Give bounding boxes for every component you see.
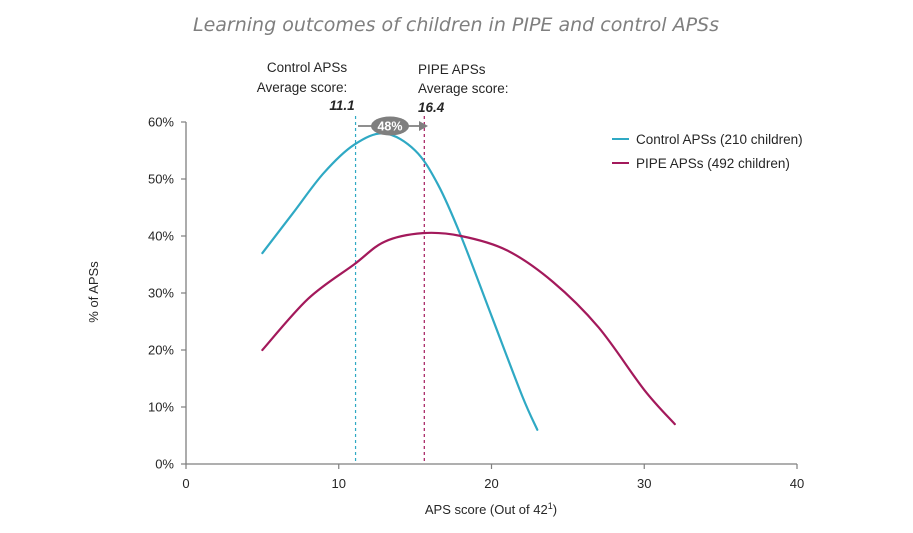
x-tick-label: 40	[790, 476, 804, 491]
y-tick-label: 50%	[148, 172, 174, 187]
y-tick-label: 0%	[155, 457, 174, 472]
control-average-value: 11.1	[329, 98, 354, 113]
chart-title: Learning outcomes of children in PIPE an…	[193, 14, 719, 36]
difference-arrowhead-icon	[419, 121, 428, 131]
y-tick-label: 30%	[148, 286, 174, 301]
legend: Control APSs (210 children) PIPE APSs (4…	[612, 132, 803, 171]
x-tick-label: 10	[332, 476, 346, 491]
control-annotation-line2: Average score:	[257, 80, 348, 95]
series-layer	[261, 132, 676, 431]
control-annotation: Control APSs Average score: 11.1	[257, 60, 355, 113]
y-tick-label: 40%	[148, 229, 174, 244]
y-tick-label: 10%	[148, 400, 174, 415]
ticks	[181, 121, 798, 469]
pipe-annotation: PIPE APSs Average score: 16.4	[418, 62, 509, 115]
legend-label-pipe: PIPE APSs (492 children)	[636, 156, 790, 171]
x-axis-title-superscript: 1	[548, 501, 553, 511]
difference-badge-label: 48%	[377, 120, 402, 134]
pipe-annotation-line1: PIPE APSs	[418, 62, 486, 77]
axes	[185, 122, 797, 465]
difference-badge: 48%	[358, 116, 428, 136]
legend-label-control: Control APSs (210 children)	[636, 132, 803, 147]
y-axis-title: % of APSs	[86, 261, 101, 323]
control-annotation-line1: Control APSs	[267, 60, 348, 75]
y-tick-label: 60%	[148, 115, 174, 130]
tick-labels: 0% 10% 20% 30% 40% 50% 60% 0 10 20 30 40	[148, 115, 804, 492]
x-tick-label: 20	[484, 476, 498, 491]
pipe-series-line	[261, 231, 676, 426]
pipe-average-value: 16.4	[418, 100, 445, 115]
x-tick-label: 0	[182, 476, 189, 491]
x-axis-title: APS score (Out of 421)	[425, 501, 557, 517]
x-tick-label: 30	[637, 476, 651, 491]
pipe-annotation-line2: Average score:	[418, 81, 509, 96]
y-tick-label: 20%	[148, 343, 174, 358]
difference-badge-shape	[371, 116, 409, 136]
control-series-line	[261, 132, 539, 431]
